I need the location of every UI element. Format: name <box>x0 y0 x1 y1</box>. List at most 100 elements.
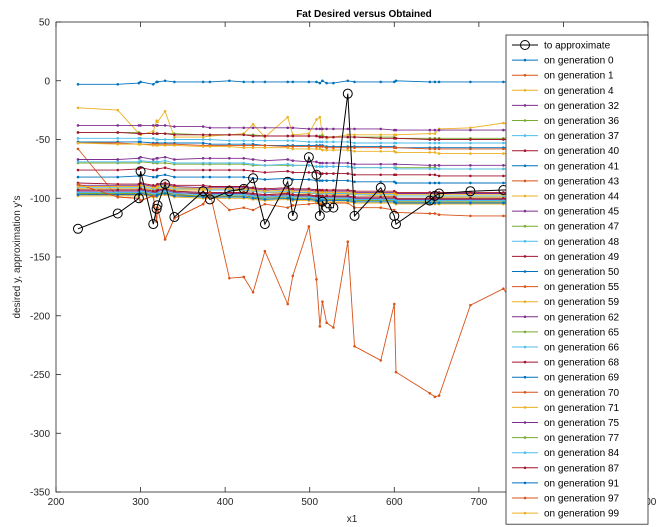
data-point <box>394 162 398 166</box>
data-point <box>318 135 322 139</box>
data-point <box>315 191 318 194</box>
legend-item: on generation 65 <box>512 327 620 338</box>
data-point <box>379 166 383 169</box>
data-point <box>76 188 80 192</box>
data-point <box>208 157 212 160</box>
legend-marker <box>523 164 527 168</box>
data-point <box>116 168 120 172</box>
data-point <box>156 138 159 141</box>
data-point <box>251 134 255 138</box>
data-point <box>433 132 437 135</box>
legend-item: on generation 44 <box>512 192 620 203</box>
data-point <box>286 126 290 130</box>
data-point <box>428 392 432 395</box>
data-point <box>469 201 472 205</box>
data-point <box>315 145 318 148</box>
data-point <box>286 194 290 198</box>
data-point <box>353 146 356 150</box>
data-point <box>318 191 322 194</box>
data-point <box>346 133 350 137</box>
legend-label: on generation 55 <box>544 282 620 293</box>
legend-marker <box>523 73 527 77</box>
data-point <box>332 148 335 152</box>
data-point <box>502 201 505 205</box>
data-point <box>156 188 159 192</box>
data-point <box>208 161 212 165</box>
legend-item: on generation 37 <box>512 131 620 142</box>
data-point <box>242 168 246 172</box>
x-tick-label: 500 <box>301 497 318 508</box>
data-point <box>251 146 255 150</box>
data-point <box>201 175 205 179</box>
y-tick-label: -300 <box>30 429 50 440</box>
data-point <box>353 192 356 195</box>
legend-box <box>505 34 649 525</box>
data-point <box>318 165 322 168</box>
data-point <box>156 132 159 135</box>
data-point <box>76 175 80 179</box>
data-point <box>291 126 295 130</box>
data-point <box>314 210 325 221</box>
data-point <box>502 174 505 178</box>
data-point <box>204 194 215 205</box>
data-point <box>469 128 472 132</box>
data-point <box>139 155 142 159</box>
data-point <box>346 146 350 150</box>
data-point <box>286 158 290 161</box>
data-point <box>321 148 324 152</box>
data-point <box>325 321 328 325</box>
data-point <box>286 80 290 84</box>
data-point <box>248 173 259 184</box>
legend-label: on generation 71 <box>544 403 620 414</box>
data-point <box>139 124 142 127</box>
data-point <box>151 168 155 172</box>
data-point <box>151 82 155 86</box>
legend-marker <box>523 511 527 515</box>
data-point <box>163 138 167 141</box>
data-point <box>332 146 335 150</box>
legend-label: on generation 99 <box>544 509 620 520</box>
data-point <box>251 192 255 195</box>
data-point <box>353 141 356 145</box>
legend-marker <box>523 391 527 394</box>
data-point <box>116 175 120 179</box>
legend-label: on generation 91 <box>544 478 620 489</box>
legend-label: on generation 43 <box>544 176 620 187</box>
data-point <box>208 126 212 130</box>
data-point <box>163 159 167 162</box>
data-point <box>433 212 437 215</box>
data-point <box>151 137 155 140</box>
series-line <box>77 93 530 230</box>
data-point <box>346 199 350 202</box>
legend-label: on generation 97 <box>544 494 620 505</box>
x-tick-label: 600 <box>386 497 403 508</box>
data-point <box>287 210 298 221</box>
data-point <box>291 145 295 148</box>
data-point <box>332 179 335 182</box>
data-point <box>428 147 432 151</box>
data-point <box>502 121 505 125</box>
data-point <box>437 138 441 141</box>
data-point <box>263 189 267 193</box>
data-point <box>72 223 83 234</box>
data-point <box>379 141 383 145</box>
data-point <box>116 158 120 161</box>
data-point <box>116 182 120 186</box>
data-point <box>349 210 360 221</box>
data-point <box>242 185 246 188</box>
data-point <box>379 149 383 153</box>
data-point <box>321 202 332 213</box>
data-point <box>469 138 472 141</box>
legend-marker <box>523 179 527 183</box>
legend-marker <box>523 406 527 409</box>
data-point <box>321 127 324 131</box>
data-point <box>318 127 322 131</box>
legend-label: on generation 65 <box>544 327 620 338</box>
data-point <box>394 193 398 197</box>
series-on-generation-32 <box>76 124 531 132</box>
data-point <box>116 188 120 192</box>
data-point <box>163 238 167 241</box>
series-on-generation-44 <box>76 141 531 155</box>
data-point <box>201 80 205 84</box>
data-point <box>307 80 311 84</box>
